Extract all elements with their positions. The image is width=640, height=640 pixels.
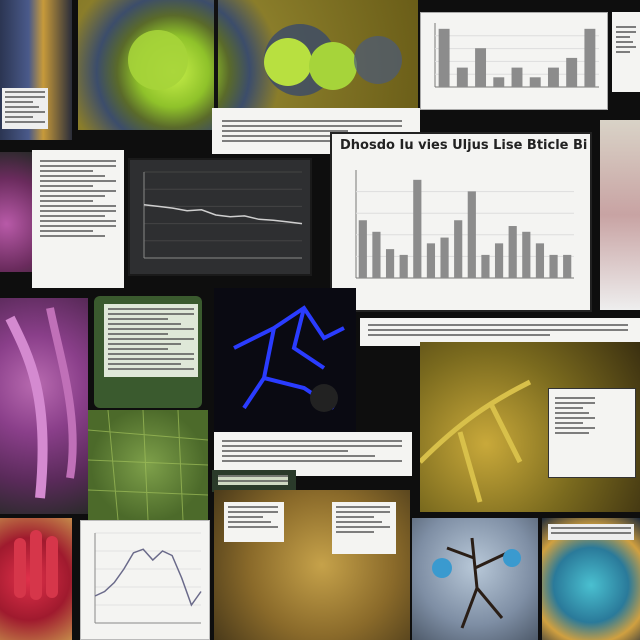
bar — [549, 254, 558, 278]
bar — [358, 220, 367, 278]
cyan-anatomy-image — [542, 518, 640, 640]
bar — [563, 254, 572, 278]
plot-background — [130, 160, 310, 274]
bar — [481, 254, 490, 278]
bar-chart-top-right — [434, 23, 599, 88]
yellow-tissue-with-chart — [420, 342, 640, 512]
series-line — [94, 548, 202, 607]
bar — [467, 191, 476, 278]
line-chart-dark — [130, 160, 310, 274]
olive-tissue-slide — [214, 490, 410, 640]
series-line — [143, 203, 303, 225]
bar — [454, 220, 463, 278]
text-box-b — [332, 502, 396, 554]
bar — [372, 231, 381, 278]
bar — [493, 77, 505, 87]
dark-text-block — [212, 470, 296, 492]
line-chart-card-bottom — [80, 520, 210, 640]
green-document-tile — [94, 296, 202, 408]
document-page-left — [32, 150, 124, 288]
red-anatomy-image — [0, 518, 72, 640]
bar — [494, 243, 504, 278]
blue-vessel-network-image — [214, 288, 356, 434]
bar — [438, 28, 450, 87]
bar — [522, 231, 531, 278]
magenta-anatomy-large — [0, 298, 88, 514]
document-strip-lower — [214, 432, 412, 476]
cell-mesh-graphic — [88, 410, 208, 520]
bar — [547, 67, 559, 87]
cell-cluster-graphic — [128, 0, 402, 130]
bar — [508, 226, 517, 278]
line-chart-dark-panel — [128, 158, 312, 276]
bar — [584, 28, 596, 87]
chart-inset — [548, 388, 636, 478]
text-box-a — [224, 502, 284, 542]
magenta-tissue-image-left — [0, 152, 32, 272]
slide-heading: Dhosdo Iu vies Uljus Lise Bticle Bis Ue … — [340, 138, 588, 153]
blue-vessel-graphic — [233, 305, 345, 412]
vessel-branch-graphic — [5, 307, 77, 499]
bar-chart-center — [355, 170, 574, 279]
bar — [456, 67, 468, 87]
document-edge-top-right — [612, 12, 640, 92]
bar — [566, 57, 578, 87]
slide-with-bar-chart: Dhosdo Iu vies Uljus Lise Bticle Bis Ue … — [330, 132, 592, 312]
figure-right-edge — [600, 120, 640, 310]
anatomy-blue-figure-top-left — [0, 0, 72, 140]
hand-shape-graphic — [14, 530, 58, 600]
bar — [511, 67, 523, 87]
bar — [529, 77, 541, 87]
tree-vessel-image — [412, 518, 538, 640]
bar — [385, 249, 395, 278]
bar — [535, 243, 545, 278]
bar — [440, 237, 449, 278]
bar — [426, 243, 436, 278]
document-strip-middle — [360, 318, 640, 346]
bar — [413, 179, 422, 278]
bar — [475, 48, 487, 87]
yellow-vessel-graphic — [420, 379, 532, 503]
tree-branch-graphic — [432, 537, 521, 629]
bar — [399, 254, 408, 278]
green-cell-texture — [88, 410, 208, 520]
bar-chart-card-top-right — [420, 12, 608, 110]
line-chart-bottom-left — [94, 532, 202, 624]
